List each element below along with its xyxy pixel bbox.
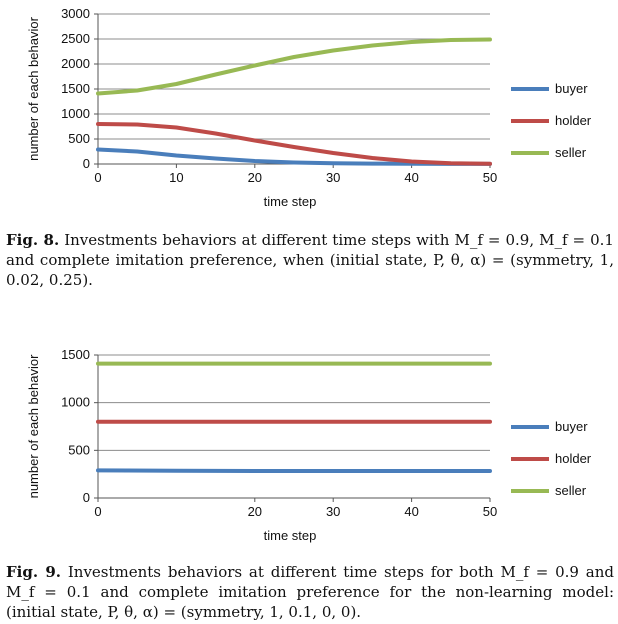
fig8-y-tick-label-500: 500 [68, 131, 90, 146]
fig9-x-tick-label-30: 30 [326, 504, 340, 519]
fig9-x-tick-label-20: 20 [248, 504, 262, 519]
figure-9-svg: 0 500 1000 1500 0 20 30 40 50 time step number of … [26, 347, 592, 543]
fig8-x-tick-label-30: 30 [326, 170, 340, 185]
fig8-y-tick-label-1000: 1000 [61, 106, 90, 121]
fig8-series-line-holder [96, 122, 492, 166]
fig8-x-tick-label-40: 40 [404, 170, 418, 185]
fig8-x-tick-label-10: 10 [169, 170, 183, 185]
fig9-legend-label-buyer: buyer [555, 419, 588, 434]
fig9-legend-label-seller: seller [555, 483, 587, 498]
figure-8-caption-text: Investments behaviors at different time … [6, 231, 614, 289]
fig9-x-tick-label-50: 50 [483, 504, 497, 519]
fig8-y-tick-label-2500: 2500 [61, 31, 90, 46]
figure-9-label: Fig. 9. [6, 563, 62, 581]
fig8-y-tick-label-3000: 3000 [61, 6, 90, 21]
fig8-legend-label-holder: holder [555, 113, 592, 128]
fig8-y-axis-title: number of each behavior [26, 16, 41, 160]
figure-9-chart: 0 500 1000 1500 0 20 30 40 50 time step number of … [0, 340, 618, 550]
fig8-legend-label-seller: seller [555, 145, 587, 160]
fig9-y-axis-title: number of each behavior [26, 354, 41, 498]
figure-8-svg: 0 500 1000 1500 2000 2500 3000 0 10 20 30 40 50 time … [26, 6, 592, 209]
fig9-y-tick-label-1500: 1500 [61, 347, 90, 362]
fig8-y-tick-label-2000: 2000 [61, 56, 90, 71]
fig8-x-tick-label-50: 50 [483, 170, 497, 185]
fig9-y-tick-label-0: 0 [83, 490, 90, 505]
fig9-x-axis-title: time step [264, 528, 317, 543]
fig8-series-line-seller [96, 37, 492, 96]
fig9-y-tick-label-500: 500 [68, 442, 90, 457]
fig8-y-tick-label-1500: 1500 [61, 81, 90, 96]
fig8-x-tick-label-0: 0 [94, 170, 101, 185]
fig9-series-line-buyer [96, 468, 492, 473]
figure-9-caption-text: Investments behaviors at different time … [6, 563, 614, 621]
figure-8-label: Fig. 8. [6, 231, 60, 249]
fig9-y-tick-label-1000: 1000 [61, 395, 90, 410]
figure-9-caption: Fig. 9. Investments behaviors at differe… [6, 562, 614, 622]
fig9-legend-label-holder: holder [555, 451, 592, 466]
fig9-x-tick-label-40: 40 [404, 504, 418, 519]
fig8-legend-label-buyer: buyer [555, 81, 588, 96]
fig8-x-axis-title: time step [264, 194, 317, 209]
fig8-x-tick-label-20: 20 [248, 170, 262, 185]
fig8-y-tick-label-0: 0 [83, 156, 90, 171]
figure-8-chart: 0 500 1000 1500 2000 2500 3000 0 10 20 30 40 50 time … [0, 0, 618, 220]
fig9-x-tick-label-0: 0 [94, 504, 101, 519]
figure-8-caption: Fig. 8. Investments behaviors at differe… [6, 230, 614, 290]
